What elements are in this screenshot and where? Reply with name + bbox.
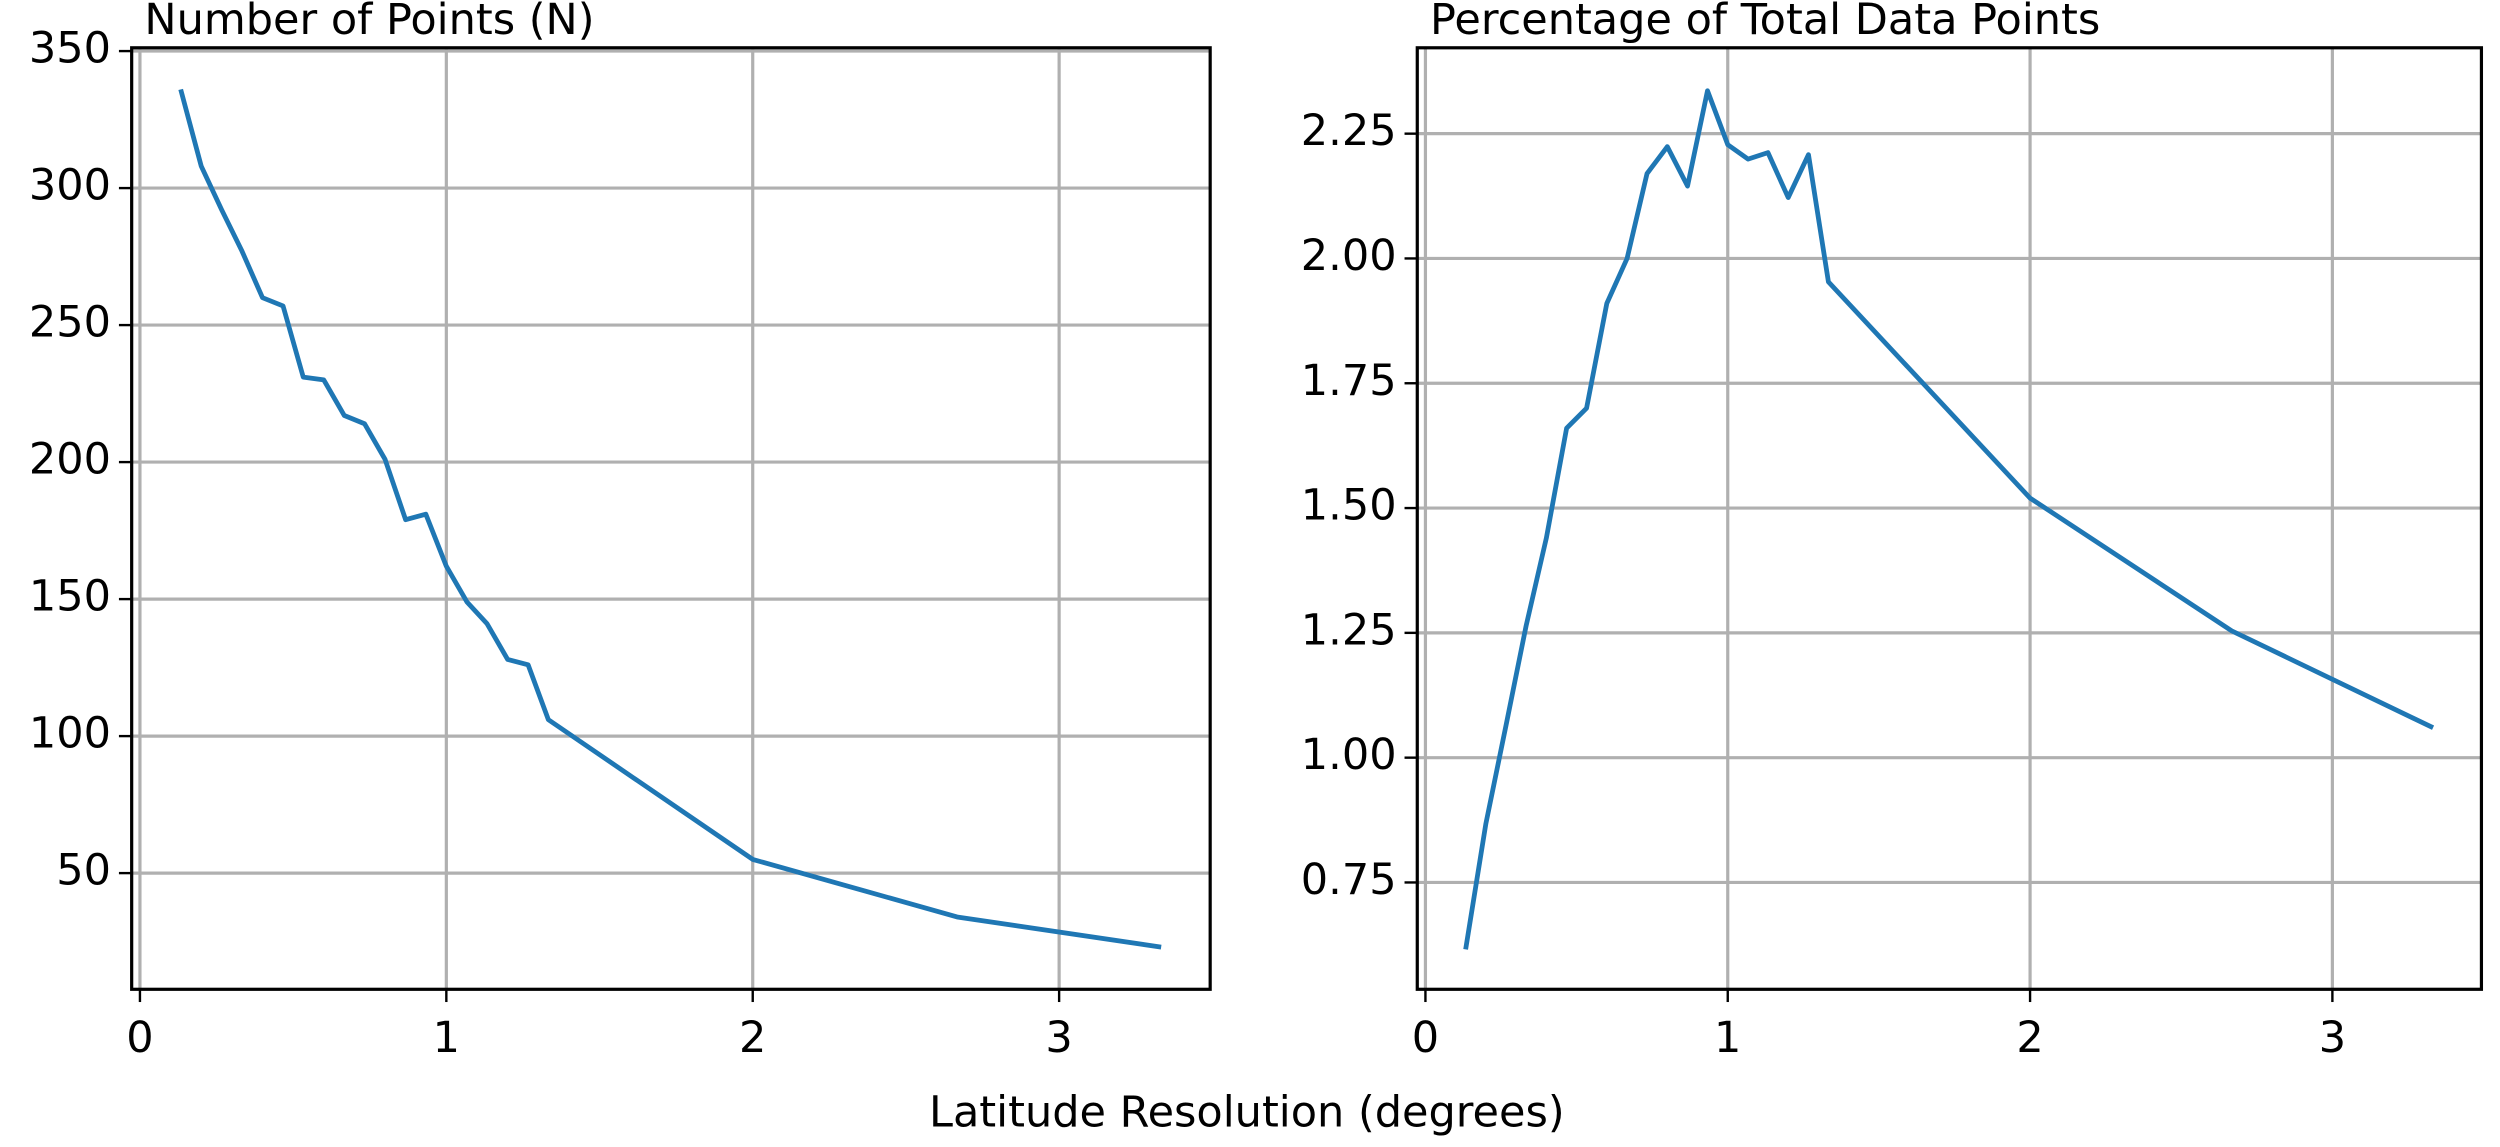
x-tick-label: 2 [2016,1013,2043,1063]
y-tick-label: 0.75 [1301,855,1397,905]
x-tick-label: 3 [1045,1013,1072,1063]
y-tick-label: 1.25 [1301,605,1397,655]
y-tick-label: 200 [29,435,111,485]
y-tick-label: 1.50 [1301,481,1397,531]
x-tick-label: 0 [126,1013,153,1063]
y-tick-label: 150 [29,572,111,622]
x-tick-label: 3 [2319,1013,2346,1063]
y-tick-label: 1.75 [1301,356,1397,406]
y-tick-label: 100 [29,709,111,759]
x-axis-label: Latitude Resolution (degrees) [929,1088,1565,1138]
y-tick-label: 1.00 [1301,730,1397,780]
y-tick-label: 2.25 [1301,106,1397,156]
axes-frame [130,46,1212,991]
x-tick-label: 1 [433,1013,460,1063]
x-tick-label: 2 [739,1013,766,1063]
y-tick-label: 300 [29,161,111,211]
x-tick-label: 0 [1412,1013,1439,1063]
subplot-title: Number of Points (N) [144,0,594,45]
subplot-title: Percentage of Total Data Points [1430,0,2100,45]
y-tick-label: 250 [29,298,111,348]
y-tick-label: 2.00 [1301,231,1397,281]
data-line [1463,88,2435,950]
y-tick-label: 350 [29,24,111,74]
data-line [178,88,1162,950]
y-tick-label: 50 [56,846,111,896]
x-tick-label: 1 [1714,1013,1741,1063]
axes-frame [1415,46,2484,991]
